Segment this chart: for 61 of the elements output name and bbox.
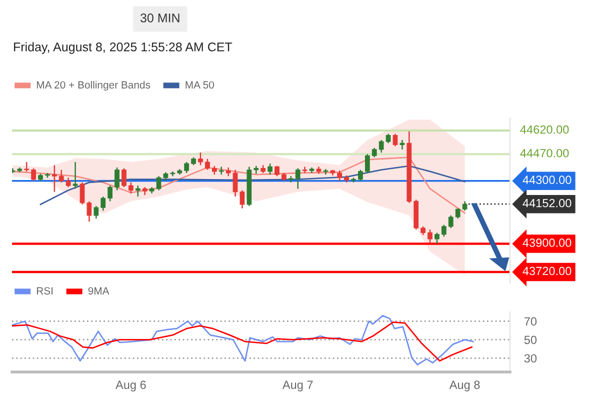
candlestick	[232, 169, 238, 198]
candlestick	[31, 168, 36, 182]
candlestick	[94, 205, 99, 220]
legend-label: MA 20 + Bollinger Bands	[36, 80, 150, 91]
legend-label: 9MA	[88, 287, 110, 295]
candlestick	[122, 168, 126, 188]
line-series	[12, 314, 474, 366]
candlestick	[392, 133, 398, 147]
ref-line-label: 43900.00	[522, 238, 572, 247]
candlestick	[66, 177, 71, 188]
y-tick-label: 50	[524, 336, 537, 344]
candlestick	[364, 154, 370, 174]
ref-line-label: 43720.00	[522, 266, 572, 276]
x-tick-label: Aug 6	[116, 380, 146, 392]
ref-line-label: 44152.00	[522, 198, 572, 208]
candlestick	[254, 165, 259, 174]
chart-subtitle: Friday, August 8, 2025 1:55:28 AM CET	[14, 42, 232, 54]
candlestick	[428, 228, 432, 244]
candlestick	[114, 166, 120, 191]
candlestick	[358, 169, 363, 182]
candlestick	[378, 139, 384, 154]
candlestick	[274, 165, 280, 177]
candlestick	[205, 158, 210, 170]
candlestick	[462, 200, 468, 212]
candlestick	[372, 147, 377, 158]
candlestick	[218, 166, 224, 176]
ref-line-label: 44300.00	[522, 176, 572, 184]
candlestick	[72, 161, 78, 190]
candlestick	[240, 190, 245, 209]
y-tick-label: 70	[524, 317, 537, 326]
candlestick	[448, 214, 454, 229]
candlestick	[337, 170, 342, 182]
candlestick	[156, 176, 162, 191]
candlestick	[24, 161, 30, 172]
candlestick	[108, 184, 113, 202]
candlestick	[268, 162, 272, 176]
candlestick	[135, 184, 140, 198]
candlestick	[434, 232, 440, 244]
candlestick	[184, 161, 190, 174]
candlestick	[386, 133, 391, 144]
candlestick	[295, 168, 300, 190]
candlestick	[80, 182, 85, 206]
candlestick	[441, 224, 446, 238]
candlestick	[100, 196, 106, 212]
x-tick-label: Aug 8	[449, 380, 480, 392]
candlestick	[58, 169, 64, 184]
y-tick-label: 30	[524, 354, 537, 363]
candlestick	[198, 152, 203, 166]
candlestick	[86, 200, 92, 222]
ref-line-label: 44620.00	[520, 125, 569, 134]
legend-label: MA 50	[186, 81, 214, 89]
candlestick	[52, 164, 57, 192]
candlestick	[455, 208, 460, 220]
line-series	[12, 321, 472, 362]
chart-title: 30 MIN	[140, 14, 180, 22]
legend-label: RSI	[36, 287, 53, 295]
candlestick	[128, 182, 134, 194]
x-tick-label: Aug 7	[282, 380, 313, 392]
candlestick	[400, 139, 405, 150]
ref-line-label: 44470.00	[520, 148, 569, 158]
candlestick	[302, 166, 308, 174]
